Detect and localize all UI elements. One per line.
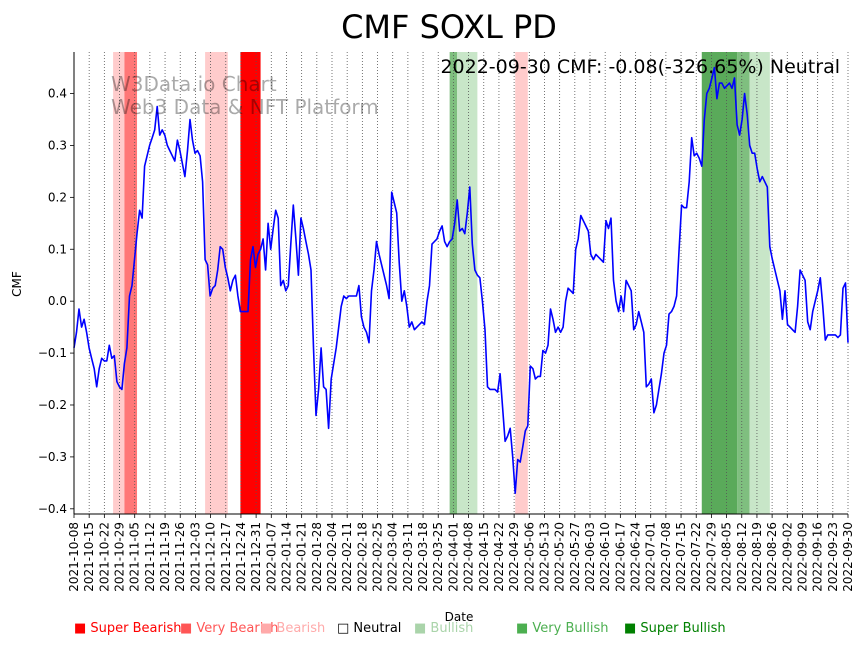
x-tick-label: 2021-11-12 bbox=[143, 522, 157, 592]
axes bbox=[73, 52, 848, 515]
x-tick-label: 2022-03-04 bbox=[386, 522, 400, 592]
x-tick-label: 2022-08-19 bbox=[750, 522, 764, 592]
legend-item-neutral: □ Neutral bbox=[337, 621, 402, 636]
y-tick-label: 0.1 bbox=[48, 242, 67, 256]
legend-item-bearish: ■ Bearish bbox=[260, 621, 326, 636]
x-tick-label: 2021-10-15 bbox=[82, 522, 96, 592]
x-grid bbox=[73, 52, 849, 514]
x-tick-label: 2021-10-29 bbox=[113, 522, 127, 592]
x-tick-label: 2021-10-08 bbox=[67, 522, 81, 592]
x-tick-label: 2022-06-03 bbox=[583, 522, 597, 592]
x-tick-label: 2022-09-16 bbox=[811, 522, 825, 592]
x-axis-label: Date bbox=[445, 610, 474, 624]
legend-item-bullish: ■ Bullish bbox=[414, 621, 474, 636]
band-bearish bbox=[113, 52, 125, 514]
x-tick-label: 2022-05-06 bbox=[522, 522, 536, 592]
latest-value-annotation: 2022-09-30 CMF: -0.08(-326.65%) Neutral bbox=[440, 56, 840, 78]
x-tick-label: 2022-04-29 bbox=[507, 522, 521, 592]
x-tick-label: 2021-12-17 bbox=[219, 522, 233, 592]
chart-title: CMF SOXL PD bbox=[341, 8, 557, 46]
band-bullish bbox=[457, 52, 478, 514]
x-tick-label: 2022-09-30 bbox=[841, 522, 855, 592]
x-tick-label: 2022-06-17 bbox=[613, 522, 627, 592]
y-tick-label: 0.4 bbox=[48, 87, 67, 101]
x-tick-label: 2022-01-28 bbox=[310, 522, 324, 592]
cmf-line bbox=[73, 66, 849, 495]
x-tick-label: 2022-04-22 bbox=[492, 522, 506, 592]
x-tick-label: 2021-11-26 bbox=[173, 522, 187, 592]
y-tick-label: −0.1 bbox=[38, 346, 67, 360]
watermark-line-2: Web3 Data & NFT Platform bbox=[111, 95, 379, 119]
x-tick-label: 2022-04-01 bbox=[446, 522, 460, 592]
legend-item-super-bullish: ■ Super Bullish bbox=[624, 621, 726, 636]
x-ticks: 2021-10-08 2021-10-15 2021-10-22 2021-10-29… bbox=[67, 514, 855, 592]
x-tick-label: 2022-05-13 bbox=[537, 522, 551, 592]
x-tick-label: 2022-06-10 bbox=[598, 522, 612, 592]
x-tick-label: 2022-07-08 bbox=[659, 522, 673, 592]
x-tick-label: 2022-03-11 bbox=[401, 522, 415, 592]
x-tick-label: 2022-03-25 bbox=[431, 522, 445, 592]
band-super-bearish bbox=[240, 52, 261, 514]
x-tick-label: 2022-02-11 bbox=[340, 522, 354, 592]
x-tick-label: 2022-03-18 bbox=[416, 522, 430, 592]
x-tick-label: 2022-08-05 bbox=[720, 522, 734, 592]
x-tick-label: 2022-01-07 bbox=[264, 522, 278, 592]
x-tick-label: 2022-04-08 bbox=[462, 522, 476, 592]
x-tick-label: 2022-02-25 bbox=[371, 522, 385, 592]
x-tick-label: 2021-10-22 bbox=[97, 522, 111, 592]
x-tick-label: 2022-07-22 bbox=[689, 522, 703, 592]
x-tick-label: 2022-01-21 bbox=[295, 522, 309, 592]
legend-item-very-bullish: ■ Very Bullish bbox=[516, 621, 609, 636]
x-tick-label: 2022-06-24 bbox=[629, 522, 643, 592]
watermark-line-1: W3Data.io Chart bbox=[111, 72, 277, 96]
y-tick-label: 0.3 bbox=[48, 138, 67, 152]
x-tick-label: 2021-12-10 bbox=[204, 522, 218, 592]
x-tick-label: 2022-09-23 bbox=[826, 522, 840, 592]
x-tick-label: 2021-11-05 bbox=[128, 522, 142, 592]
legend-item-very-bearish: ■ Very Bearish bbox=[180, 621, 279, 636]
x-tick-label: 2022-05-20 bbox=[553, 522, 567, 592]
y-tick-label: 0.0 bbox=[48, 294, 67, 308]
x-tick-label: 2022-07-15 bbox=[674, 522, 688, 592]
x-tick-label: 2022-05-27 bbox=[568, 522, 582, 592]
y-tick-label: −0.3 bbox=[38, 450, 67, 464]
x-tick-label: 2021-12-24 bbox=[234, 522, 248, 592]
x-tick-label: 2022-02-18 bbox=[355, 522, 369, 592]
x-tick-label: 2022-08-12 bbox=[735, 522, 749, 592]
x-tick-label: 2022-09-02 bbox=[780, 522, 794, 592]
x-tick-label: 2022-08-26 bbox=[765, 522, 779, 592]
y-tick-label: 0.2 bbox=[48, 190, 67, 204]
legend-item-super-bearish: ■ Super Bearish bbox=[74, 621, 182, 636]
band-super-bullish bbox=[701, 52, 738, 514]
band-very-bullish bbox=[737, 52, 750, 514]
x-tick-label: 2022-09-09 bbox=[795, 522, 809, 592]
x-tick-label: 2021-11-19 bbox=[158, 522, 172, 592]
legend: ■ Super Bearish ■ Very Bearish ■ Bearish □ … bbox=[0, 621, 864, 641]
x-tick-label: 2022-07-29 bbox=[704, 522, 718, 592]
x-tick-label: 2021-12-31 bbox=[249, 522, 263, 592]
band-very-bearish bbox=[124, 52, 138, 514]
band-bullish bbox=[749, 52, 770, 514]
y-ticks: −0.4 −0.3 −0.2 −0.1 0.0 0.1 0.2 0.3 0.4 bbox=[38, 87, 74, 516]
x-tick-label: 2022-07-01 bbox=[644, 522, 658, 592]
band-bearish bbox=[205, 52, 228, 514]
x-tick-label: 2022-04-15 bbox=[477, 522, 491, 592]
x-tick-label: 2022-02-04 bbox=[325, 522, 339, 592]
band-bearish bbox=[515, 52, 528, 514]
cmf-line-group bbox=[73, 66, 849, 495]
y-tick-label: −0.2 bbox=[38, 398, 67, 412]
y-tick-label: −0.4 bbox=[38, 502, 67, 516]
x-tick-label: 2022-01-14 bbox=[279, 522, 293, 592]
y-axis-label: CMF bbox=[10, 271, 24, 297]
x-tick-label: 2021-12-03 bbox=[188, 522, 202, 592]
